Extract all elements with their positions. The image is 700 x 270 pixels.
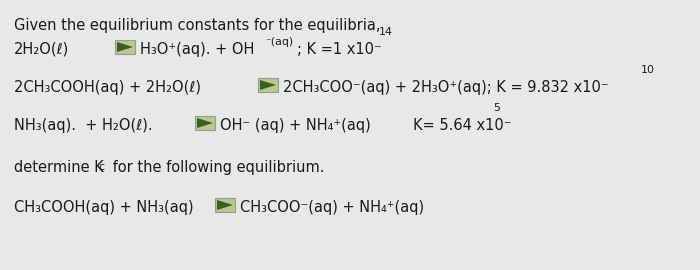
Polygon shape: [197, 118, 213, 128]
Text: 5: 5: [493, 103, 500, 113]
Text: 14: 14: [379, 27, 393, 37]
FancyBboxPatch shape: [115, 40, 135, 54]
Text: NH₃(aq).  + H₂O(ℓ).: NH₃(aq). + H₂O(ℓ).: [14, 118, 153, 133]
Text: ; K =1 x10⁻: ; K =1 x10⁻: [297, 42, 382, 57]
FancyBboxPatch shape: [258, 78, 278, 92]
Text: determine K: determine K: [14, 160, 104, 175]
Polygon shape: [260, 80, 276, 90]
Polygon shape: [117, 42, 133, 52]
Text: 10: 10: [641, 65, 655, 75]
FancyBboxPatch shape: [195, 116, 215, 130]
Text: for the following equilibrium.: for the following equilibrium.: [108, 160, 325, 175]
Text: K= 5.64 x10⁻: K= 5.64 x10⁻: [390, 118, 512, 133]
Text: OH⁻ (aq) + NH₄⁺(aq): OH⁻ (aq) + NH₄⁺(aq): [220, 118, 371, 133]
FancyBboxPatch shape: [215, 198, 235, 212]
Text: 2H₂O(ℓ): 2H₂O(ℓ): [14, 42, 69, 57]
Text: 2CH₃COO⁻(aq) + 2H₃O⁺(aq); K = 9.832 x10⁻: 2CH₃COO⁻(aq) + 2H₃O⁺(aq); K = 9.832 x10⁻: [283, 80, 608, 95]
Text: H₃O⁺(aq). + OH: H₃O⁺(aq). + OH: [140, 42, 254, 57]
Text: Given the equilibrium constants for the equilibria,: Given the equilibrium constants for the …: [14, 18, 381, 33]
Polygon shape: [217, 200, 233, 210]
Text: 2CH₃COOH(aq) + 2H₂O(ℓ): 2CH₃COOH(aq) + 2H₂O(ℓ): [14, 80, 201, 95]
Text: c: c: [98, 162, 104, 172]
Text: ⁻(aq): ⁻(aq): [265, 37, 293, 47]
Text: CH₃COOH(aq) + NH₃(aq): CH₃COOH(aq) + NH₃(aq): [14, 200, 194, 215]
Text: CH₃COO⁻(aq) + NH₄⁺(aq): CH₃COO⁻(aq) + NH₄⁺(aq): [240, 200, 424, 215]
